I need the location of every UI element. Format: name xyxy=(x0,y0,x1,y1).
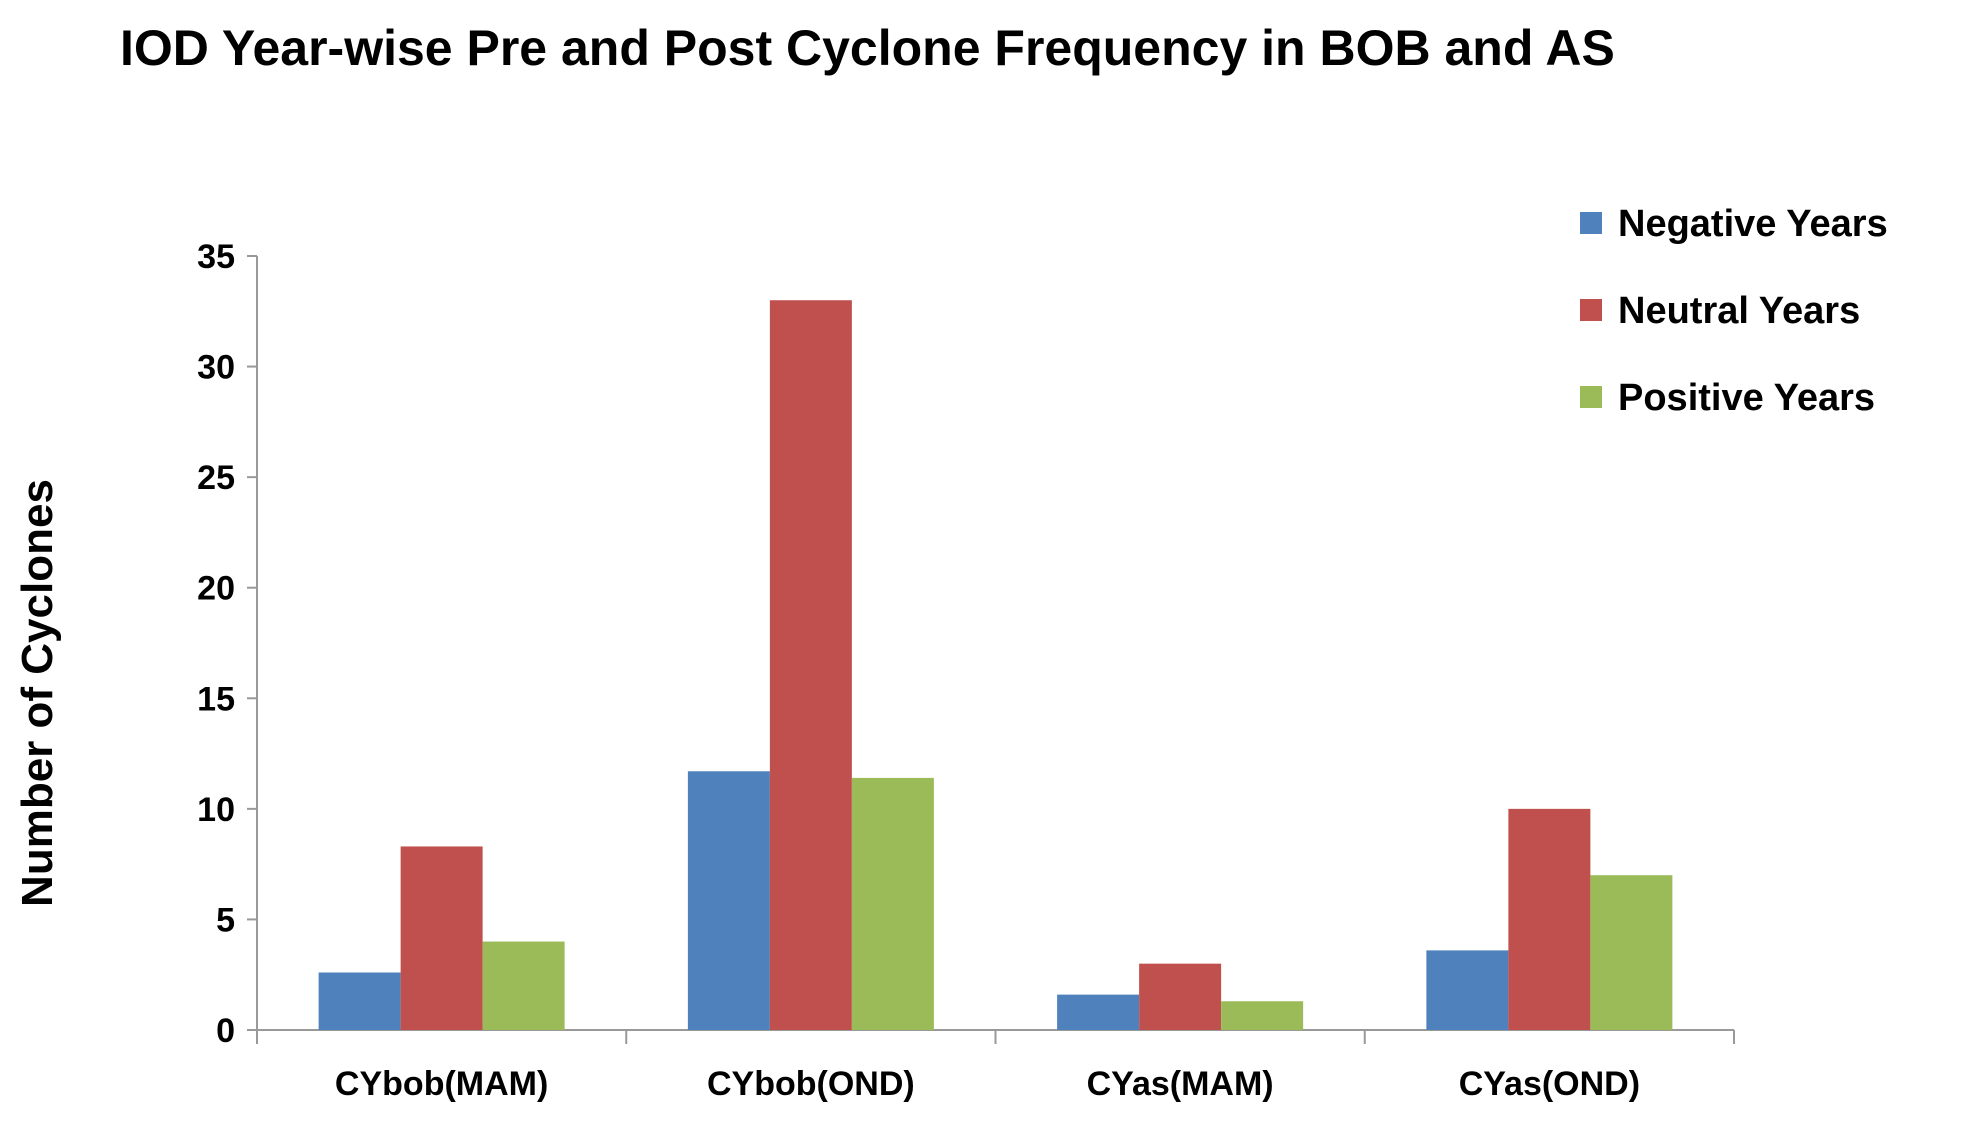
legend-label: Neutral Years xyxy=(1618,290,1860,332)
x-category-label: CYas(OND) xyxy=(1459,1065,1640,1103)
y-tick-label: 30 xyxy=(197,349,235,387)
bar-negative-years-1 xyxy=(687,771,770,1030)
chart-title: IOD Year-wise Pre and Post Cyclone Frequ… xyxy=(120,20,1615,76)
bar-neutral-years-0 xyxy=(400,846,483,1030)
y-tick-label: 0 xyxy=(216,1012,235,1050)
bar-negative-years-0 xyxy=(318,972,401,1030)
bar-neutral-years-3 xyxy=(1508,808,1591,1030)
x-category-label: CYas(MAM) xyxy=(1087,1065,1274,1103)
legend-swatch xyxy=(1580,212,1602,234)
legend-swatch xyxy=(1580,299,1602,321)
bar-positive-years-2 xyxy=(1221,1001,1304,1030)
bar-neutral-years-1 xyxy=(769,300,852,1030)
legend-label: Positive Years xyxy=(1618,377,1875,419)
legend-swatch xyxy=(1580,386,1602,408)
y-axis-label: Number of Cyclones xyxy=(13,479,62,907)
y-tick-label: 25 xyxy=(197,459,235,497)
bar-positive-years-3 xyxy=(1590,875,1673,1030)
y-tick-label: 20 xyxy=(197,570,235,608)
y-tick-label: 10 xyxy=(197,791,235,829)
bar-negative-years-3 xyxy=(1426,950,1509,1030)
bar-neutral-years-2 xyxy=(1139,963,1222,1030)
y-tick-label: 15 xyxy=(197,680,235,718)
plot-area: 0 5 10 15 20 25 30 35 CYbob(MAM) CYbob(OND) CYas(M… xyxy=(197,238,1735,1103)
y-tick-label: 5 xyxy=(216,901,235,939)
legend-label: Negative Years xyxy=(1618,203,1888,245)
y-tick-label: 35 xyxy=(197,238,235,276)
bar-positive-years-0 xyxy=(482,941,565,1030)
bar-negative-years-2 xyxy=(1057,994,1140,1030)
legend: Negative Years Neutral Years Positive Year… xyxy=(1580,203,1888,419)
x-category-label: CYbob(MAM) xyxy=(335,1065,548,1103)
x-category-label: CYbob(OND) xyxy=(707,1065,915,1103)
bar-positive-years-1 xyxy=(851,777,934,1030)
